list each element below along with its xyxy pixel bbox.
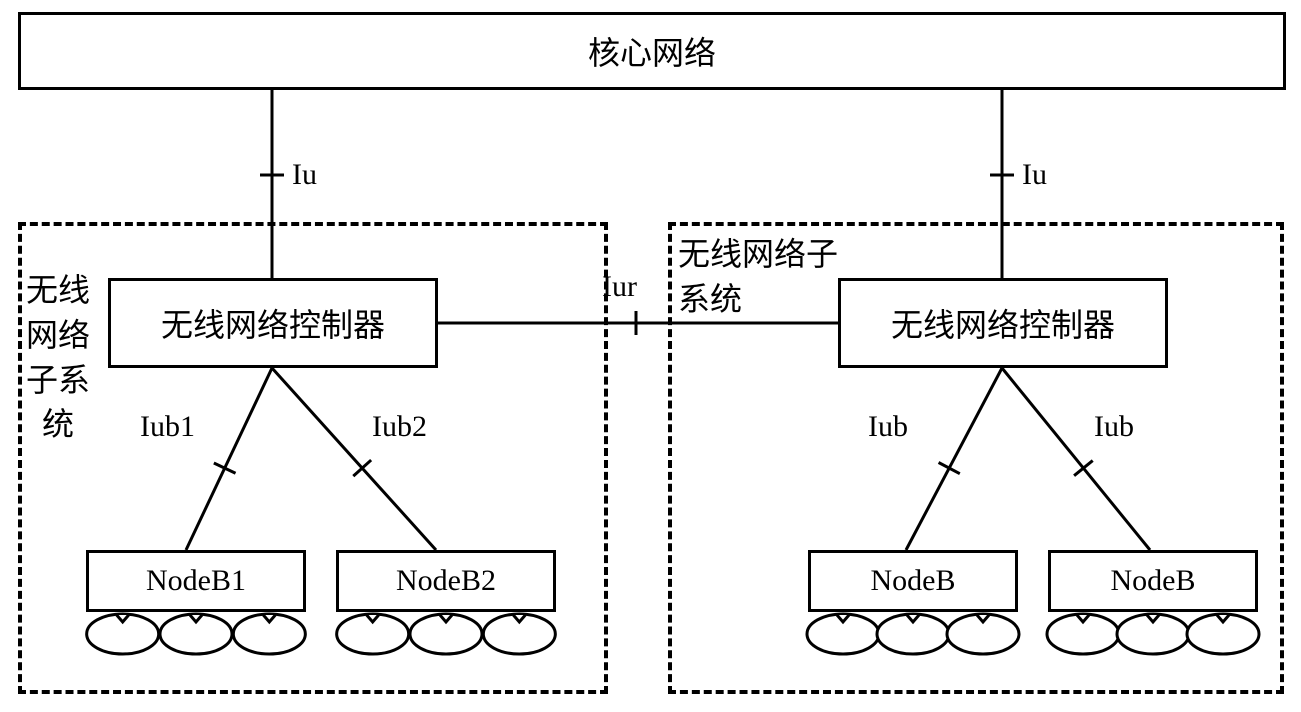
core-network-box: 核心网络 [18, 12, 1286, 90]
nodeb-right1-label: NodeB [871, 564, 956, 598]
nodeb-left2-box: NodeB2 [336, 550, 556, 612]
nodeb-right2-label: NodeB [1111, 564, 1196, 598]
rnc-left-label: 无线网络控制器 [161, 300, 385, 346]
nodeb-right1-box: NodeB [808, 550, 1018, 612]
rnc-right-label: 无线网络控制器 [891, 300, 1115, 346]
iub-left2-label: Iub2 [372, 410, 427, 444]
nodeb-left1-box: NodeB1 [86, 550, 306, 612]
iub-left1-label: Iub1 [140, 410, 195, 444]
subsystem-left-title: 无线网络子系统 [26, 268, 90, 447]
iur-label: Iur [602, 270, 637, 304]
rnc-left-box: 无线网络控制器 [108, 278, 438, 368]
iu-right-label: Iu [1022, 158, 1047, 192]
nodeb-left2-label: NodeB2 [396, 564, 496, 598]
iub-right2-label: Iub [1094, 410, 1134, 444]
rnc-right-box: 无线网络控制器 [838, 278, 1168, 368]
iub-right1-label: Iub [868, 410, 908, 444]
core-network-label: 核心网络 [588, 28, 716, 74]
nodeb-right2-box: NodeB [1048, 550, 1258, 612]
subsystem-right-title: 无线网络子系统 [678, 232, 838, 322]
nodeb-left1-label: NodeB1 [146, 564, 246, 598]
iu-left-label: Iu [292, 158, 317, 192]
